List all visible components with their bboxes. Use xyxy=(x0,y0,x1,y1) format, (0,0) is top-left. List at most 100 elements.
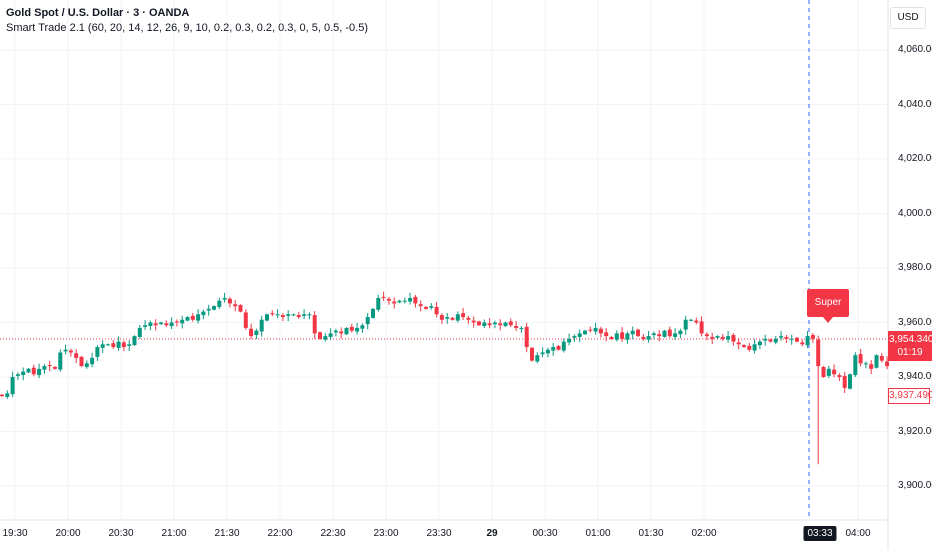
time-tick: 21:30 xyxy=(214,528,240,539)
candle-up xyxy=(577,333,582,337)
indicator-label[interactable]: Smart Trade 2.1 (60, 20, 14, 12, 26, 9, … xyxy=(6,22,369,34)
symbol-title[interactable]: Gold Spot / U.S. Dollar · 3 · OANDA xyxy=(6,7,190,19)
candle-down xyxy=(800,342,805,345)
candle-down xyxy=(699,321,704,334)
candle-up xyxy=(275,314,280,316)
candle-down xyxy=(487,323,492,326)
candle-down xyxy=(795,337,799,342)
candle-up xyxy=(95,347,100,357)
candle-down xyxy=(461,313,466,318)
candle-down xyxy=(439,315,444,320)
candle-up xyxy=(805,336,810,346)
candle-down xyxy=(742,345,746,348)
candle-up xyxy=(196,314,201,321)
candle-up xyxy=(583,330,587,335)
candle-down xyxy=(424,306,428,309)
candle-down xyxy=(832,369,837,375)
candle-up xyxy=(265,314,269,321)
candle-up xyxy=(551,347,556,351)
current-price-label: 3,954.340 01:19 xyxy=(888,331,932,361)
candle-up xyxy=(10,377,15,395)
candle-down xyxy=(879,356,884,361)
candle-down xyxy=(68,350,73,353)
candle-up xyxy=(492,322,497,325)
candle-up xyxy=(402,300,407,302)
time-tick: 23:00 xyxy=(373,528,399,539)
candle-up xyxy=(201,311,206,316)
candle-up xyxy=(106,344,110,346)
candle-up xyxy=(333,330,338,333)
candle-down xyxy=(524,326,529,348)
candle-up xyxy=(593,327,598,332)
candle-up xyxy=(185,317,190,321)
candle-down xyxy=(121,342,126,348)
candle-up xyxy=(789,338,794,340)
currency-button[interactable]: USD xyxy=(890,7,926,29)
candle-up xyxy=(726,336,731,340)
candle-up xyxy=(763,338,768,341)
candle-up xyxy=(355,327,360,332)
candle-up xyxy=(116,341,121,348)
candle-up xyxy=(482,322,487,327)
candle-up xyxy=(84,363,89,367)
candle-up xyxy=(773,338,778,343)
candle-up xyxy=(217,300,222,307)
candle-down xyxy=(821,366,826,377)
candle-up xyxy=(15,374,20,376)
candle-up xyxy=(826,368,831,376)
candle-up xyxy=(646,336,651,340)
candle-up xyxy=(254,330,259,336)
candle-down xyxy=(280,315,285,318)
price-tick: 3,940.000 xyxy=(898,371,932,382)
candle-up xyxy=(206,308,211,311)
candle-up xyxy=(614,333,619,340)
time-tick: 02:00 xyxy=(691,528,717,539)
candle-up xyxy=(5,393,10,397)
candle-down xyxy=(530,347,534,361)
candle-down xyxy=(636,329,640,337)
candle-up xyxy=(328,333,333,337)
price-tick: 3,960.000 xyxy=(898,316,932,328)
price-tick: 3,980.000 xyxy=(898,262,932,273)
candle-up xyxy=(673,333,678,337)
candle-up xyxy=(874,355,879,368)
candle-up xyxy=(148,322,153,327)
candle-down xyxy=(74,353,79,358)
candle-up xyxy=(360,325,365,329)
candle-down xyxy=(604,332,609,337)
candle-down xyxy=(720,336,725,339)
candle-up xyxy=(630,330,635,335)
chart-legend: Gold Spot / U.S. Dollar · 3 · OANDA Smar… xyxy=(6,6,368,36)
price-tick: 3,900.000 xyxy=(898,480,932,491)
candle-up xyxy=(519,327,524,329)
candle-down xyxy=(731,335,736,342)
candle-up xyxy=(535,355,540,362)
candle-down xyxy=(710,336,715,339)
candle-up xyxy=(752,344,757,351)
time-tick: 22:30 xyxy=(320,528,346,539)
candle-up xyxy=(212,306,216,310)
candle-up xyxy=(848,374,852,389)
candle-up xyxy=(159,322,163,325)
candle-down xyxy=(667,329,672,337)
candle-down xyxy=(609,336,614,339)
candle-down xyxy=(556,345,561,350)
candle-down xyxy=(111,343,116,348)
candle-down xyxy=(249,328,254,337)
candle-up xyxy=(137,327,142,337)
candle-down xyxy=(53,366,57,369)
candle-up xyxy=(683,319,688,330)
candle-down xyxy=(842,375,847,388)
candle-down xyxy=(349,326,354,331)
candle-down xyxy=(174,321,179,323)
super-sell-signal: Super Sell xyxy=(807,289,849,336)
candle-down xyxy=(153,323,158,326)
candle-up xyxy=(26,368,31,373)
candle-up xyxy=(376,297,381,310)
candle-down xyxy=(837,375,842,377)
candle-down xyxy=(392,301,397,304)
candle-down xyxy=(620,332,625,339)
time-tick: 19:30 xyxy=(2,528,28,539)
